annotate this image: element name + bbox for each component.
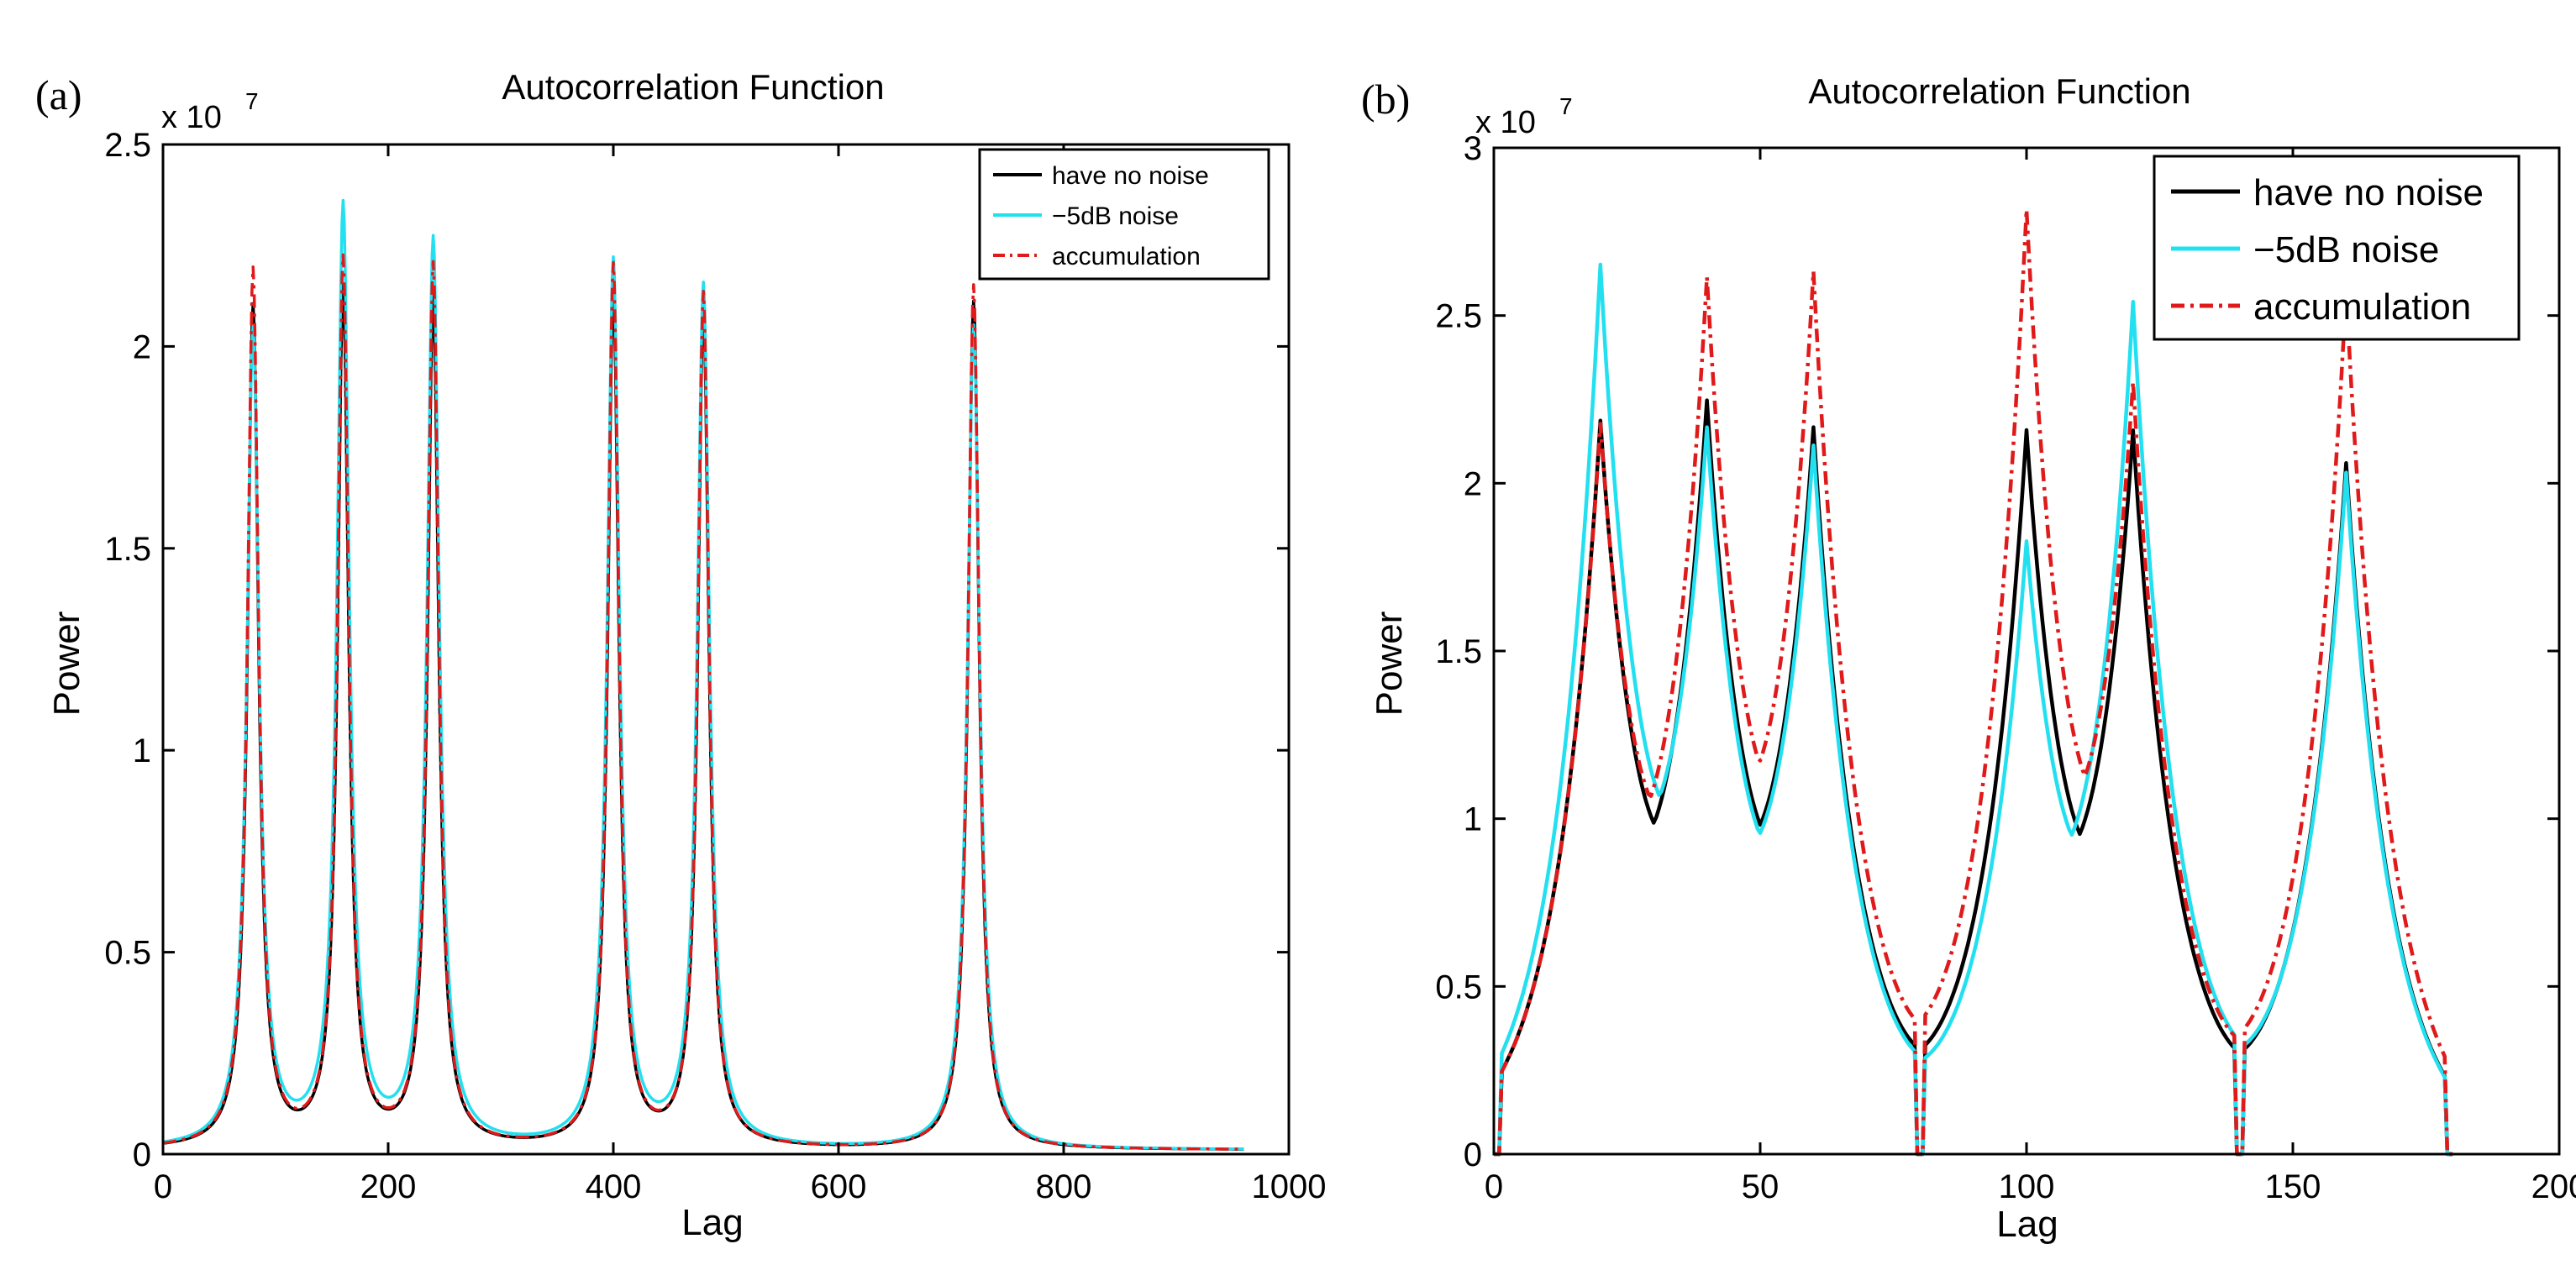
panel-a-y-tick-labels: 0 0.5 1 1.5 2 2.5 — [104, 127, 151, 1173]
panel-b: (b) Autocorrelation Function x 10 7 Lag … — [1361, 71, 2576, 1245]
panel-b-legend-label: have no noise — [2253, 172, 2484, 213]
panel-a-exponent-power: 7 — [245, 88, 259, 114]
panel-a-x-tick-label: 200 — [360, 1168, 417, 1205]
panel-a-legend-label: −5dB noise — [1052, 202, 1179, 230]
panel-a-x-tick-labels: 0 200 400 600 800 1000 — [154, 1168, 1327, 1205]
panel-b-series — [1494, 207, 2453, 1157]
panel-a-y-axis-label: Power — [46, 612, 87, 716]
panel-a-ticks — [161, 143, 1291, 1156]
panel-b-y-tick-label: 3 — [1464, 130, 1482, 167]
panel-b-y-tick-label: 1 — [1464, 801, 1482, 838]
panel-a-x-tick-label: 800 — [1036, 1168, 1092, 1205]
panel-b-y-tick-labels: 0 0.5 1 1.5 2 2.5 3 — [1435, 130, 1482, 1173]
panel-a-series-line — [162, 253, 1244, 1151]
panel-a-label: (a) — [35, 71, 82, 118]
panel-b-y-tick-label: 2.5 — [1435, 298, 1482, 335]
panel-b-y-tick-label: 1.5 — [1435, 633, 1482, 670]
panel-b-x-tick-label: 150 — [2265, 1168, 2321, 1205]
panel-b-y-axis-label: Power — [1369, 612, 1410, 716]
panel-b-legend-label: accumulation — [2253, 286, 2471, 328]
panel-a-x-tick-label: 0 — [154, 1168, 172, 1205]
panel-b-x-tick-label: 50 — [1742, 1168, 1780, 1205]
panel-b-y-tick-label: 2 — [1464, 465, 1482, 502]
panel-a-legend-label: accumulation — [1052, 243, 1201, 270]
panel-b-x-tick-label: 100 — [1999, 1168, 2055, 1205]
panel-b-exponent-multiplier: x 10 — [1475, 105, 1536, 140]
panel-a-x-tick-label: 400 — [586, 1168, 642, 1205]
panel-b-axes-frame — [1492, 146, 2561, 1156]
panel-b-label: (b) — [1361, 76, 1410, 123]
panel-a-y-tick-label: 1 — [133, 732, 151, 769]
panel-a-axes-frame — [161, 143, 1291, 1156]
panel-a-legend-label: have no noise — [1052, 162, 1209, 190]
panel-b-x-tick-labels: 0 50 100 150 200 — [1485, 1168, 2576, 1205]
panel-b-series-line — [1494, 207, 2453, 1157]
panel-a-y-tick-label: 2 — [133, 328, 151, 365]
panel-a-x-tick-label: 600 — [811, 1168, 867, 1205]
panel-b-exponent-power: 7 — [1559, 93, 1573, 119]
panel-a-y-tick-label: 0 — [133, 1136, 151, 1173]
panel-a-y-tick-label: 2.5 — [104, 127, 151, 164]
panel-a: (a) Autocorrelation Function x 10 7 Lag … — [35, 67, 1326, 1243]
panel-a-y-tick-label: 0.5 — [104, 935, 151, 972]
panel-b-title: Autocorrelation Function — [1808, 71, 2190, 111]
panel-a-x-tick-label: 1000 — [1252, 1168, 1327, 1205]
panel-b-x-tick-label: 200 — [2531, 1168, 2576, 1205]
panel-a-title: Autocorrelation Function — [502, 67, 884, 107]
panel-a-y-tick-label: 1.5 — [104, 531, 151, 568]
panel-b-series-line — [1494, 262, 2453, 1157]
panel-b-legend-label: −5dB noise — [2253, 229, 2439, 270]
panel-a-x-axis-label: Lag — [681, 1202, 743, 1243]
panel-b-y-tick-label: 0.5 — [1435, 968, 1482, 1005]
panel-b-y-tick-label: 0 — [1464, 1136, 1482, 1173]
panel-a-series — [162, 198, 1244, 1151]
panel-a-legend: have no noise −5dB noise accumulation — [978, 148, 1270, 281]
panel-b-x-tick-label: 0 — [1485, 1168, 1503, 1205]
panel-a-exponent-multiplier: x 10 — [161, 100, 222, 135]
panel-b-legend: have no noise −5dB noise accumulation — [2153, 155, 2521, 341]
panel-b-x-axis-label: Lag — [1996, 1204, 2058, 1245]
